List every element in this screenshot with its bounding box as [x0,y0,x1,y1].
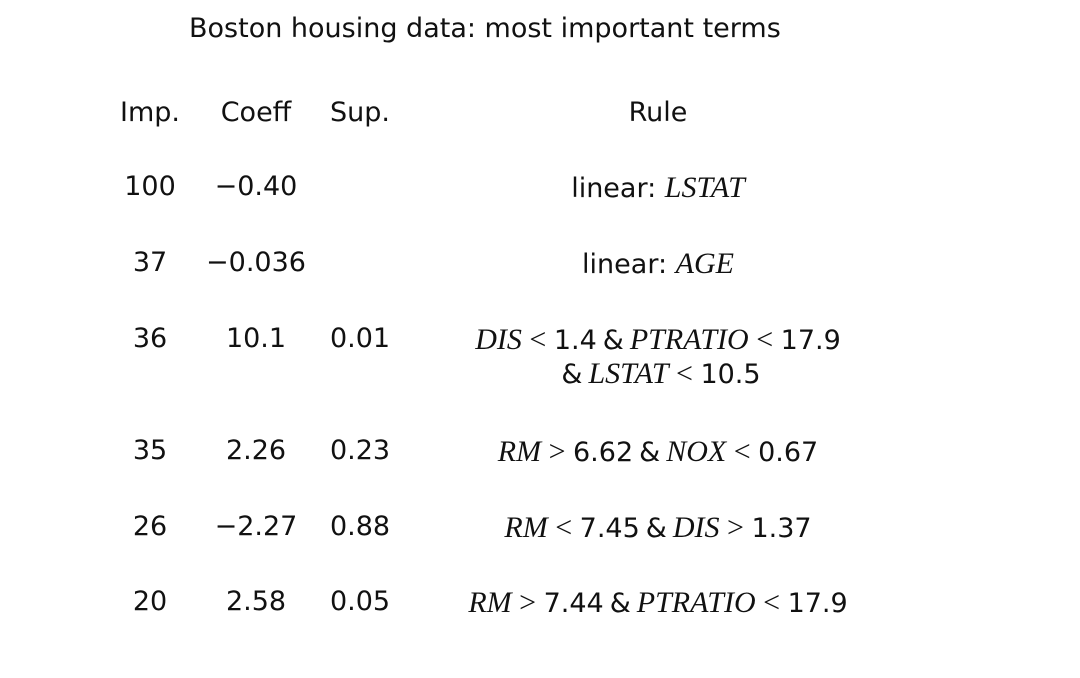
cell-imp: 35 [132,435,168,466]
rule-conjunction: & [609,588,631,619]
cell-coeff: 2.26 [225,435,287,466]
rule-variable: RM [504,511,548,544]
rule-operator: > [719,511,752,544]
rule-operator: < [668,357,701,390]
cell-imp: 36 [132,323,168,354]
rule-line: DIS < 1.4 & PTRATIO < 17.9 [410,323,906,357]
header-sup: Sup. [330,97,390,128]
cell-rule: RM < 7.45 & DIS > 1.37 [410,511,906,545]
cell-rule: DIS < 1.4 & PTRATIO < 17.9 & LSTAT < 10.5 [410,323,906,391]
rule-text: linear: [582,249,676,280]
rule-variable: RM [468,586,512,619]
cell-imp: 26 [132,511,168,542]
rule-variable: RM [497,435,542,468]
cell-sup: 0.88 [329,511,391,542]
header-coeff: Coeff [220,97,292,128]
rule-text: 7.45 [579,513,640,544]
cell-rule: linear: AGE [410,247,906,281]
rule-text: 0.67 [758,437,819,468]
cell-rule: linear: LSTAT [410,171,906,205]
rule-operator: < [521,323,554,356]
rule-text: 17.9 [787,588,848,619]
rule-operator: < [748,323,781,356]
rule-operator: > [541,435,573,468]
cell-coeff: 2.58 [225,586,287,617]
rule-conjunction: & [602,325,624,356]
rule-operator: < [755,586,788,619]
cell-imp: 100 [124,171,176,202]
cell-sup: 0.23 [329,435,391,466]
rule-line: linear: LSTAT [410,171,906,205]
rule-line: linear: AGE [410,247,906,281]
rule-variable: DIS [672,511,720,544]
rule-line: RM > 6.62 & NOX < 0.67 [410,435,906,469]
rule-text: 17.9 [780,325,841,356]
rule-line: RM > 7.44 & PTRATIO < 17.9 [410,586,906,620]
header-imp: Imp. [120,97,180,128]
cell-imp: 20 [132,586,168,617]
rule-variable: LSTAT [588,357,669,390]
cell-sup: 0.05 [329,586,391,617]
rule-line: RM < 7.45 & DIS > 1.37 [410,511,906,545]
cell-coeff: −0.036 [206,247,306,278]
rule-operator: < [547,511,580,544]
rule-line: & LSTAT < 10.5 [410,357,906,391]
rule-conjunction: & [645,513,667,544]
rule-variable: LSTAT [664,171,745,204]
rule-variable: NOX [666,435,727,468]
rule-text: 1.37 [751,513,812,544]
rule-operator: < [726,435,759,468]
rule-variable: PTRATIO [629,323,749,356]
rule-conjunction: & [561,359,583,390]
rule-text: 7.44 [543,588,604,619]
rule-conjunction: & [639,437,661,468]
rule-variable: DIS [475,323,522,356]
cell-coeff: −2.27 [214,511,298,542]
header-rule: Rule [628,97,688,128]
page-title: Boston housing data: most important term… [189,13,781,44]
cell-sup: 0.01 [329,323,391,354]
rule-variable: AGE [675,247,734,280]
cell-rule: RM > 7.44 & PTRATIO < 17.9 [410,586,906,620]
rule-operator: > [511,586,544,619]
rule-text: 1.4 [553,325,597,356]
rule-variable: PTRATIO [636,586,756,619]
rule-text: linear: [571,173,665,204]
cell-coeff: 10.1 [225,323,287,354]
cell-coeff: −0.40 [214,171,298,202]
cell-imp: 37 [132,247,168,278]
rule-text: 10.5 [700,359,761,390]
rule-text: 6.62 [573,437,634,468]
cell-rule: RM > 6.62 & NOX < 0.67 [410,435,906,469]
